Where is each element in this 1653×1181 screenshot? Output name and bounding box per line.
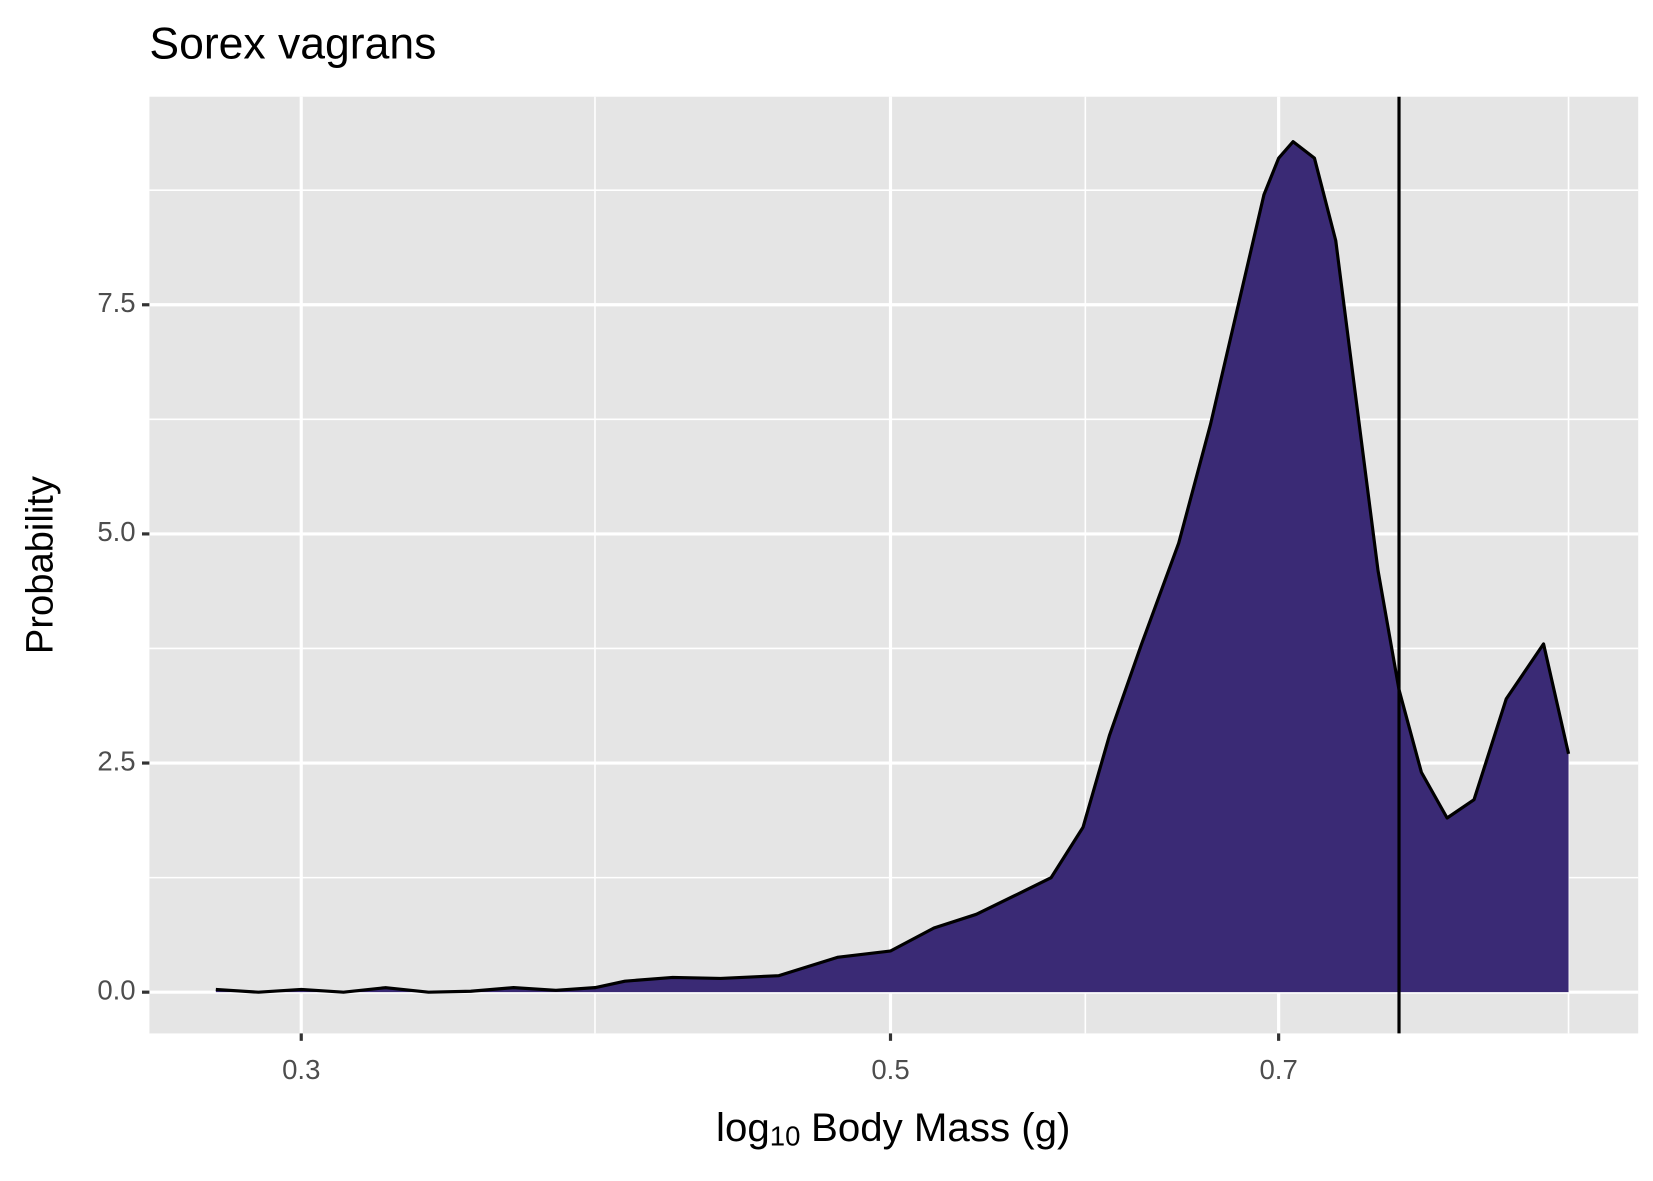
- y-tick-label: 0.0: [97, 974, 135, 1005]
- y-axis-title: Probability: [18, 476, 61, 654]
- y-tick-label: 2.5: [97, 745, 135, 776]
- chart-title: Sorex vagrans: [149, 20, 436, 69]
- x-axis-title: log10 Body Mass (g): [716, 1104, 1070, 1151]
- y-tick-label: 7.5: [97, 287, 135, 318]
- x-tick-label: 0.7: [1259, 1054, 1297, 1085]
- x-tick-label: 0.3: [282, 1054, 320, 1085]
- x-label-rest: Body Mass (g): [811, 1104, 1070, 1149]
- y-tick-label: 5.0: [97, 516, 135, 547]
- x-tick-label: 0.5: [871, 1054, 909, 1085]
- density-line: [215, 140, 1571, 994]
- x-label-base: log: [716, 1104, 770, 1149]
- area: [215, 141, 1569, 993]
- x-label-sub: 10: [770, 1121, 801, 1152]
